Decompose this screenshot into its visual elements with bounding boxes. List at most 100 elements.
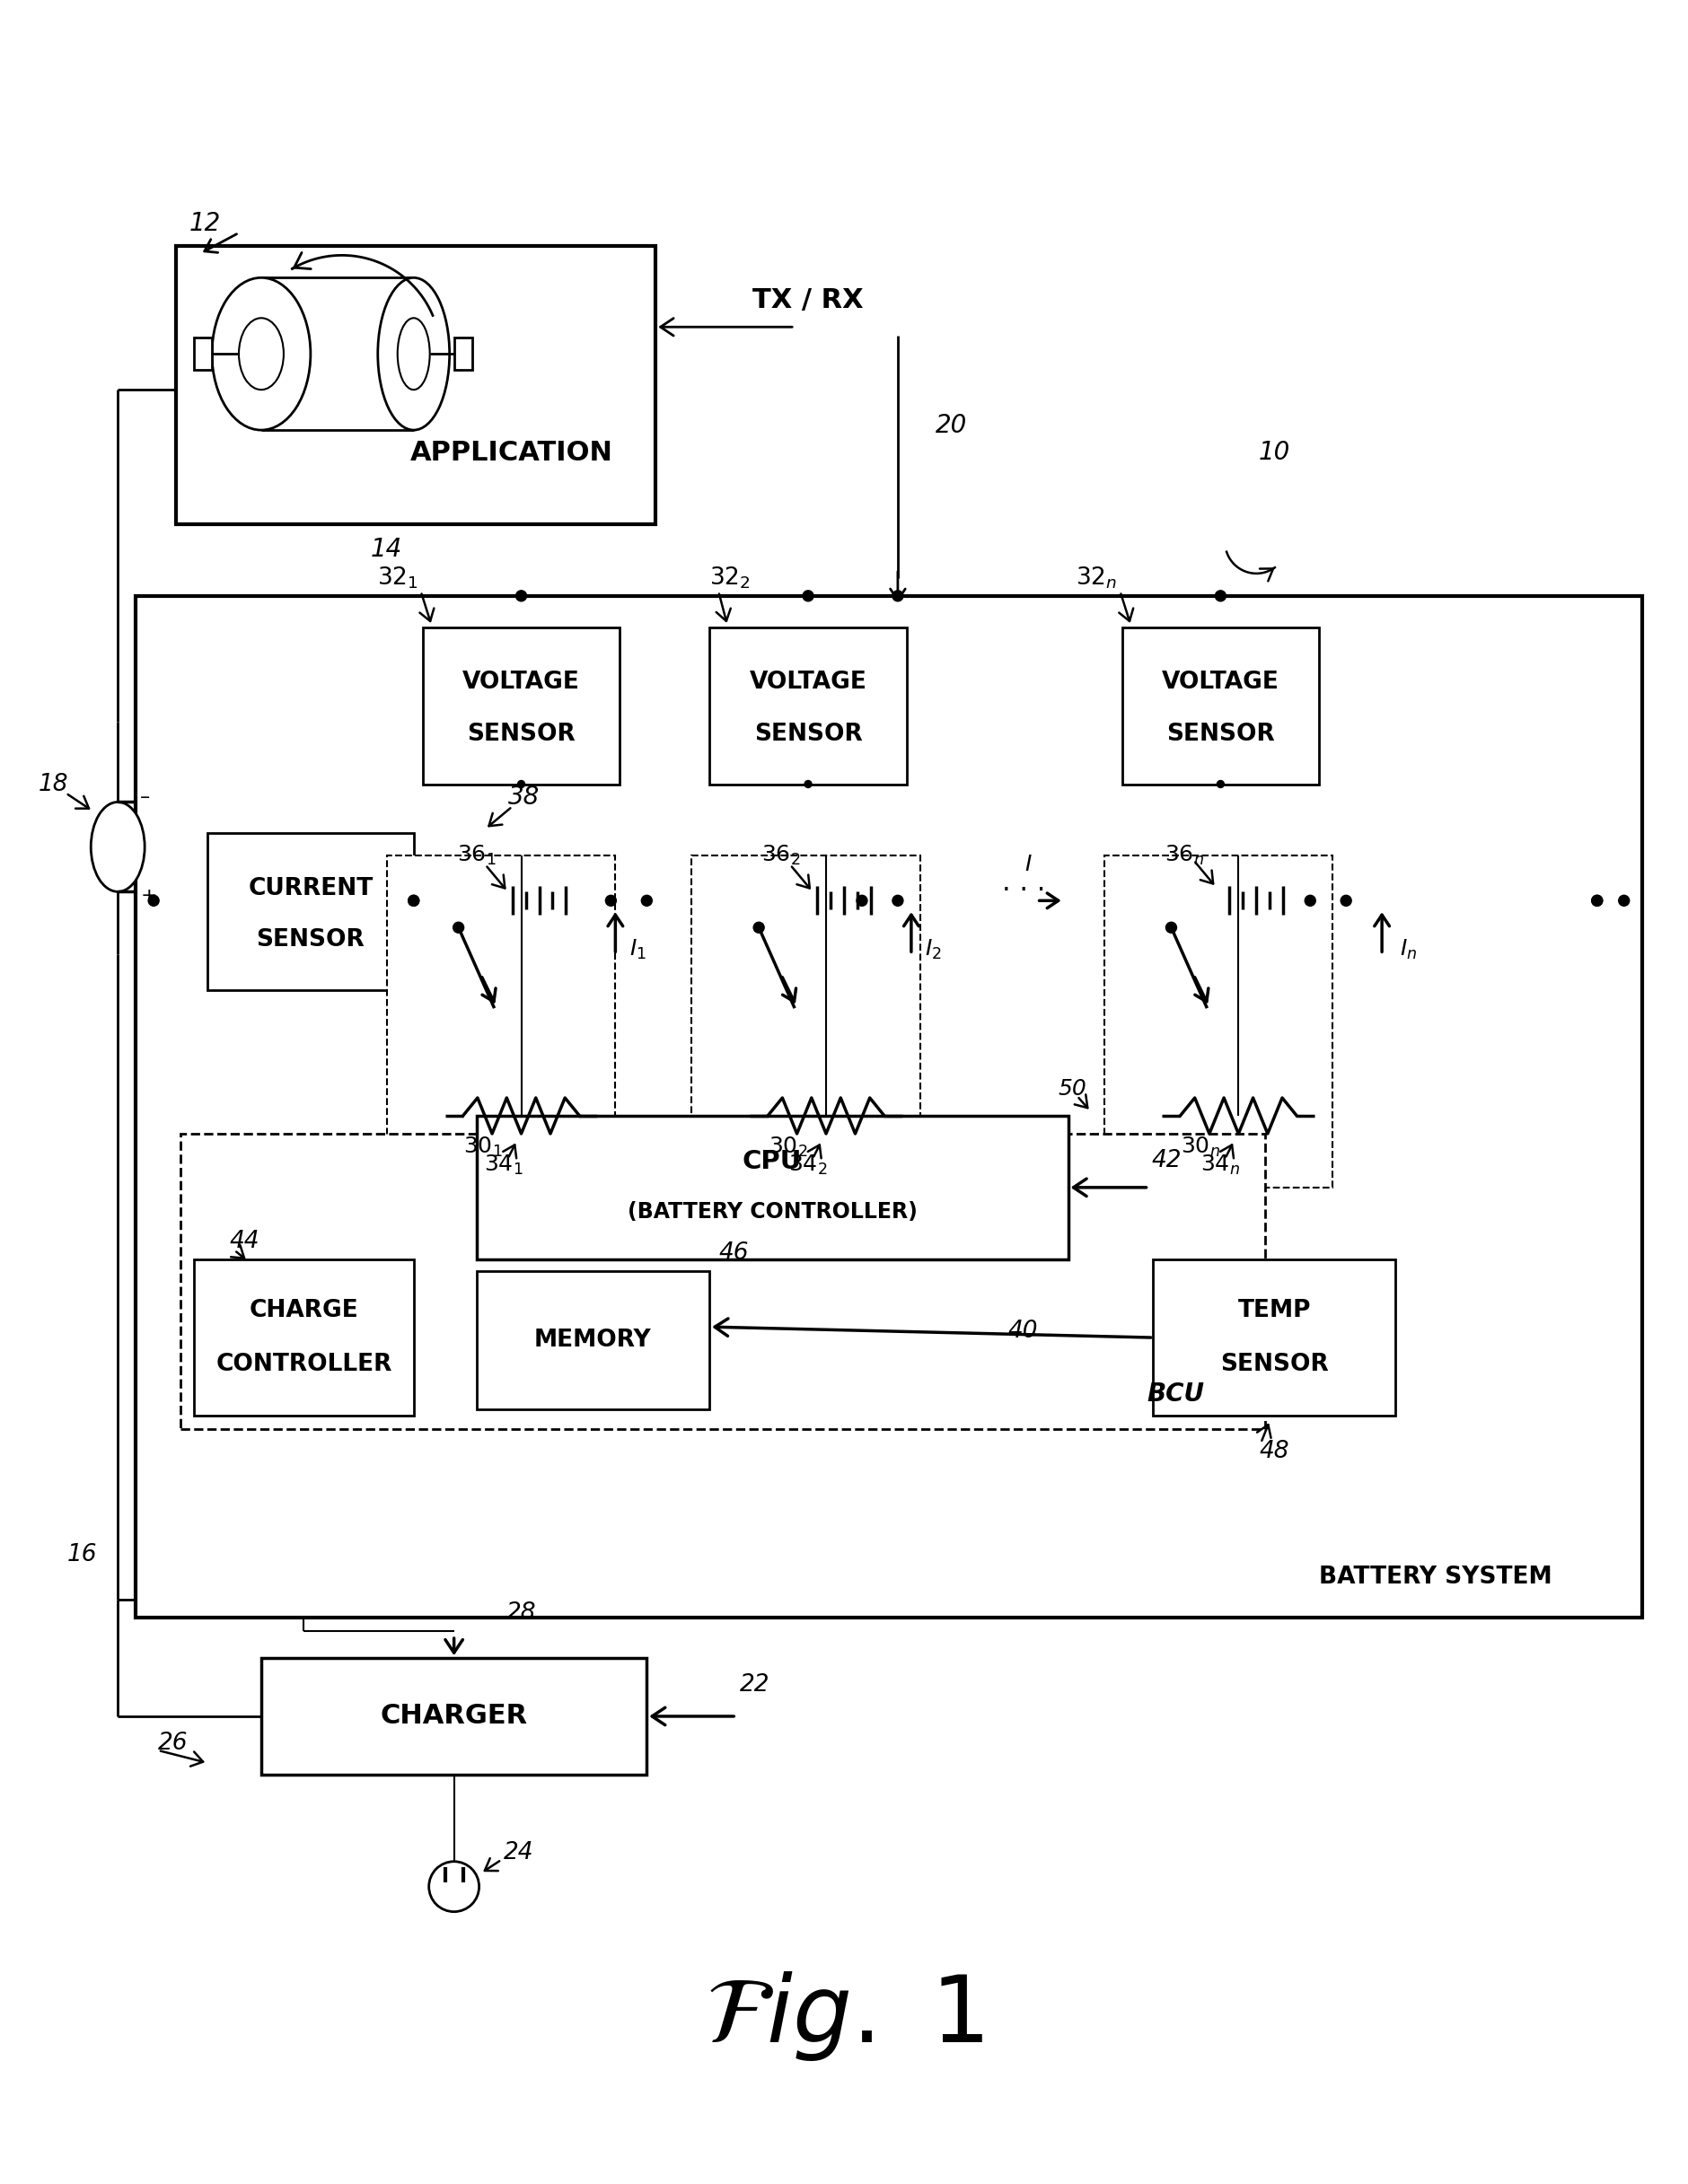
Text: TEMP: TEMP bbox=[1237, 1299, 1312, 1324]
Text: 16: 16 bbox=[68, 1544, 96, 1566]
FancyBboxPatch shape bbox=[387, 856, 616, 1188]
Circle shape bbox=[408, 895, 419, 906]
Text: CHARGE: CHARGE bbox=[250, 1299, 358, 1324]
FancyBboxPatch shape bbox=[454, 339, 473, 369]
Text: 12: 12 bbox=[189, 212, 221, 236]
Text: $I_2$: $I_2$ bbox=[925, 939, 942, 961]
Text: 40: 40 bbox=[1008, 1319, 1038, 1343]
FancyBboxPatch shape bbox=[422, 627, 619, 784]
Text: $\mathcal{F}$$ig.\ 1$: $\mathcal{F}$$ig.\ 1$ bbox=[706, 1970, 982, 2064]
Text: $36_n$: $36_n$ bbox=[1165, 843, 1205, 867]
FancyBboxPatch shape bbox=[1153, 1260, 1396, 1415]
Text: I: I bbox=[1025, 854, 1031, 876]
Circle shape bbox=[518, 780, 525, 788]
Text: VOLTAGE: VOLTAGE bbox=[463, 670, 581, 695]
Text: 28: 28 bbox=[506, 1601, 537, 1625]
Text: –: – bbox=[140, 788, 150, 806]
Text: VOLTAGE: VOLTAGE bbox=[749, 670, 868, 695]
Ellipse shape bbox=[91, 802, 145, 891]
Text: $I_n$: $I_n$ bbox=[1399, 939, 1418, 961]
Text: BATTERY SYSTEM: BATTERY SYSTEM bbox=[1318, 1566, 1553, 1590]
Text: $34_2$: $34_2$ bbox=[788, 1153, 827, 1177]
Circle shape bbox=[1592, 895, 1602, 906]
Text: SENSOR: SENSOR bbox=[1166, 723, 1274, 745]
Text: CURRENT: CURRENT bbox=[248, 876, 373, 900]
Circle shape bbox=[517, 590, 527, 601]
Ellipse shape bbox=[378, 277, 449, 430]
Circle shape bbox=[805, 780, 812, 788]
Text: $34_n$: $34_n$ bbox=[1200, 1153, 1241, 1177]
Text: APPLICATION: APPLICATION bbox=[410, 439, 613, 465]
FancyBboxPatch shape bbox=[1104, 856, 1332, 1188]
Circle shape bbox=[1217, 780, 1224, 788]
Text: SENSOR: SENSOR bbox=[1220, 1352, 1328, 1376]
Text: $32_2$: $32_2$ bbox=[709, 566, 751, 590]
FancyBboxPatch shape bbox=[262, 1658, 647, 1776]
Text: SENSOR: SENSOR bbox=[468, 723, 576, 745]
Text: 26: 26 bbox=[159, 1732, 189, 1756]
FancyBboxPatch shape bbox=[194, 1260, 414, 1415]
Text: . . .: . . . bbox=[1001, 869, 1045, 895]
Circle shape bbox=[753, 922, 765, 933]
Text: $36_2$: $36_2$ bbox=[761, 843, 800, 867]
Text: 50: 50 bbox=[1058, 1079, 1087, 1099]
Circle shape bbox=[641, 895, 652, 906]
Text: BCU: BCU bbox=[1146, 1380, 1205, 1406]
Circle shape bbox=[1215, 590, 1225, 601]
FancyBboxPatch shape bbox=[692, 856, 920, 1188]
Text: $30_n$: $30_n$ bbox=[1180, 1136, 1220, 1160]
Text: 38: 38 bbox=[508, 784, 540, 810]
Text: TX / RX: TX / RX bbox=[753, 286, 864, 312]
FancyBboxPatch shape bbox=[135, 596, 1642, 1618]
Text: SENSOR: SENSOR bbox=[755, 723, 863, 745]
Ellipse shape bbox=[397, 319, 430, 389]
Circle shape bbox=[856, 895, 868, 906]
FancyBboxPatch shape bbox=[208, 834, 414, 989]
Ellipse shape bbox=[238, 319, 284, 389]
Text: $30_1$: $30_1$ bbox=[464, 1136, 503, 1160]
FancyBboxPatch shape bbox=[194, 339, 213, 369]
FancyBboxPatch shape bbox=[476, 1271, 709, 1409]
Text: $36_1$: $36_1$ bbox=[457, 843, 496, 867]
Ellipse shape bbox=[213, 277, 311, 430]
Circle shape bbox=[1166, 922, 1177, 933]
Text: 14: 14 bbox=[371, 537, 402, 561]
Circle shape bbox=[452, 922, 464, 933]
Text: (BATTERY CONTROLLER): (BATTERY CONTROLLER) bbox=[628, 1201, 917, 1223]
Text: CONTROLLER: CONTROLLER bbox=[216, 1352, 392, 1376]
Text: $30_2$: $30_2$ bbox=[768, 1136, 807, 1160]
Text: VOLTAGE: VOLTAGE bbox=[1161, 670, 1280, 695]
Text: 24: 24 bbox=[503, 1841, 533, 1865]
Text: $I_1$: $I_1$ bbox=[630, 939, 647, 961]
Circle shape bbox=[408, 895, 419, 906]
Circle shape bbox=[893, 895, 903, 906]
Circle shape bbox=[149, 895, 159, 906]
Text: CPU: CPU bbox=[743, 1149, 802, 1175]
FancyBboxPatch shape bbox=[1123, 627, 1318, 784]
Text: CHARGER: CHARGER bbox=[380, 1704, 528, 1730]
Circle shape bbox=[1592, 895, 1602, 906]
Text: 48: 48 bbox=[1259, 1439, 1290, 1463]
Text: 44: 44 bbox=[230, 1230, 260, 1254]
Text: 42: 42 bbox=[1151, 1149, 1182, 1173]
Circle shape bbox=[893, 590, 903, 601]
Circle shape bbox=[429, 1861, 479, 1911]
FancyBboxPatch shape bbox=[476, 1116, 1069, 1260]
Circle shape bbox=[803, 590, 814, 601]
Text: 10: 10 bbox=[1259, 439, 1290, 465]
Text: MEMORY: MEMORY bbox=[535, 1328, 652, 1352]
Circle shape bbox=[1305, 895, 1315, 906]
Text: 22: 22 bbox=[739, 1673, 770, 1697]
Text: $34_1$: $34_1$ bbox=[484, 1153, 523, 1177]
FancyBboxPatch shape bbox=[181, 1133, 1266, 1431]
Text: 20: 20 bbox=[935, 413, 967, 439]
Circle shape bbox=[606, 895, 616, 906]
Text: 46: 46 bbox=[719, 1241, 748, 1265]
Text: $32_1$: $32_1$ bbox=[376, 566, 419, 590]
FancyBboxPatch shape bbox=[709, 627, 906, 784]
Text: SENSOR: SENSOR bbox=[257, 928, 365, 952]
Text: +: + bbox=[140, 887, 157, 904]
Text: 18: 18 bbox=[39, 773, 68, 795]
FancyBboxPatch shape bbox=[176, 247, 655, 524]
Text: $32_n$: $32_n$ bbox=[1075, 566, 1117, 590]
